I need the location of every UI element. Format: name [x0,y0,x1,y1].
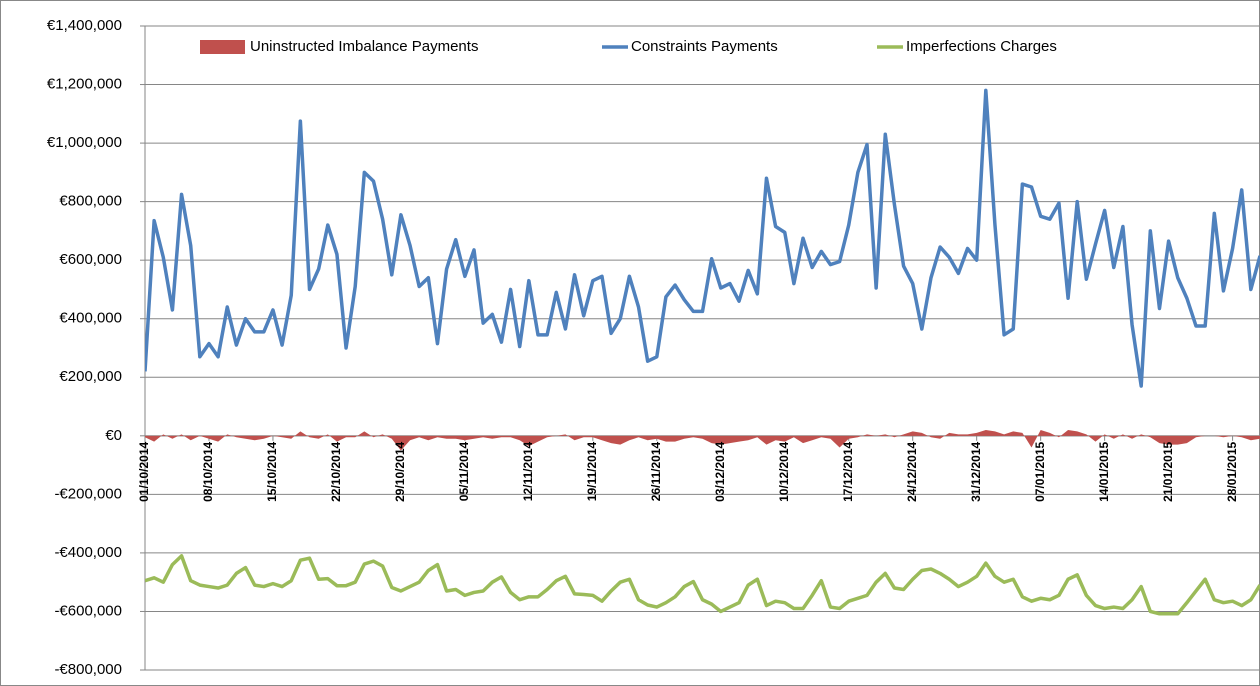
y-tick-label: -€600,000 [54,602,122,619]
labels: -€800,000 -€600,000 -€400,000 -€200,000 €0 €2… [47,17,1239,678]
plot-area [145,88,1260,616]
x-tick-label: 07/01/2015 [1033,441,1047,501]
line [145,88,1260,388]
y-tick-label: -€200,000 [54,485,122,502]
y-tick-label: €400,000 [59,310,122,327]
x-tick-label: 05/11/2014 [457,442,471,502]
y-tick-label: €800,000 [59,193,122,210]
x-tick-label: 22/10/2014 [329,441,343,501]
y-tick-label: €200,000 [59,368,122,385]
x-tick-label: 21/01/2015 [1161,441,1175,501]
y-tick-label: €1,200,000 [47,76,122,93]
x-tick-label: 26/11/2014 [649,442,663,502]
line [145,554,1260,616]
x-tick-label: 03/12/2014 [713,441,727,501]
legend-swatch [200,40,245,54]
y-tick-label: -€800,000 [54,661,122,678]
x-tick-label: 19/11/2014 [585,442,599,502]
x-tick-label: 12/11/2014 [521,442,535,502]
x-tick-label: 29/10/2014 [393,441,407,501]
legend-label: Imperfections Charges [906,38,1057,55]
x-tick-label: 15/10/2014 [265,441,279,501]
x-tick-label: 24/12/2014 [905,441,919,501]
y-tick-label: €1,400,000 [47,17,122,34]
x-tick-label: 08/10/2014 [201,441,215,501]
y-tick-label: €1,000,000 [47,134,122,151]
y-tick-label: €0 [105,427,122,444]
x-tick-label: 28/01/2015 [1225,441,1239,501]
y-tick-label: €600,000 [59,251,122,268]
x-tick-label: 17/12/2014 [841,441,855,501]
x-tick-label: 10/12/2014 [777,441,791,501]
legend-label: Constraints Payments [631,38,778,55]
legend-label: Uninstructed Imbalance Payments [250,38,478,55]
x-tick-label: 14/01/2015 [1097,441,1111,501]
y-tick-label: -€400,000 [54,544,122,561]
x-tick-label: 01/10/2014 [137,441,151,501]
area [145,429,1260,451]
x-tick-label: 31/12/2014 [969,441,983,501]
